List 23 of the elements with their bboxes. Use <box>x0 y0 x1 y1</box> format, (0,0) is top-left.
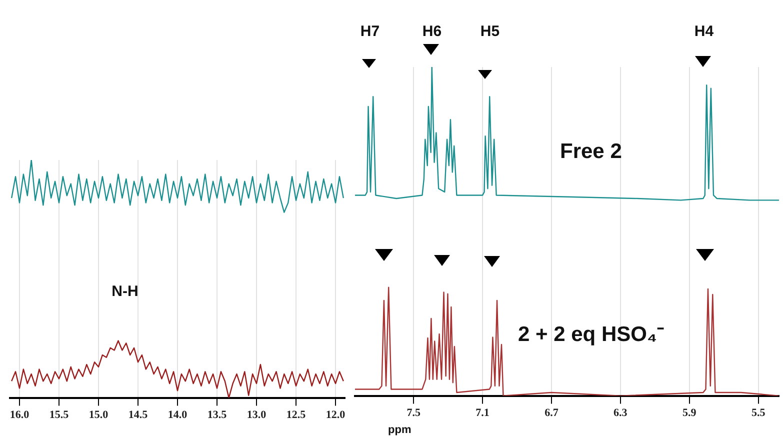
text: H5 <box>480 23 500 40</box>
text: H4 <box>694 23 714 40</box>
x-tick-label: 7.1 <box>476 407 490 420</box>
series-label: Free 2 <box>560 140 622 163</box>
text: H7 <box>360 23 380 40</box>
x-tick-label: 15.5 <box>49 409 70 422</box>
text: H6 <box>422 23 442 40</box>
x-axis-title: ppm <box>388 424 412 436</box>
x-tick-label: 12.5 <box>286 409 306 422</box>
x-tick-label: 7.5 <box>406 407 421 420</box>
x-tick-label: 6.7 <box>544 407 559 420</box>
annotation: N-H <box>112 283 138 300</box>
x-tick-label: 15.0 <box>88 409 109 422</box>
x-tick-label: 5.9 <box>682 407 697 420</box>
x-tick-label: 12.0 <box>326 409 346 422</box>
x-tick-label: 14.0 <box>168 409 188 422</box>
x-tick-label: 16.0 <box>10 409 30 422</box>
x-tick-label: 13.0 <box>246 409 267 422</box>
series-label: 2 + 2 eq HSO₄⁻ <box>518 322 664 346</box>
x-tick-label: 6.3 <box>614 407 628 420</box>
x-tick-label: 13.5 <box>207 409 228 422</box>
x-tick-label: 14.5 <box>128 409 148 422</box>
x-tick-label: 5.5 <box>751 407 766 420</box>
